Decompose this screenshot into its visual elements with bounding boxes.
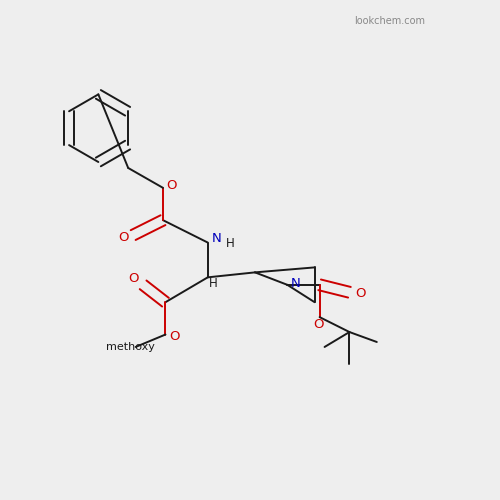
- Text: O: O: [128, 272, 138, 285]
- Text: N: N: [290, 278, 300, 290]
- Text: O: O: [166, 180, 177, 192]
- Text: N: N: [212, 232, 222, 245]
- Text: O: O: [355, 287, 366, 300]
- Text: O: O: [118, 231, 128, 244]
- Text: H: H: [226, 237, 234, 250]
- Text: O: O: [314, 318, 324, 330]
- Text: O: O: [169, 330, 179, 343]
- Text: methoxy: methoxy: [106, 342, 155, 352]
- Text: H: H: [210, 277, 218, 290]
- Text: lookchem.com: lookchem.com: [354, 16, 424, 26]
